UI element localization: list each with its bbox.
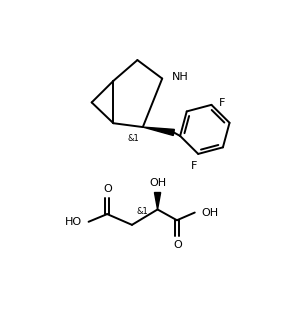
Text: NH: NH bbox=[172, 72, 188, 82]
Text: F: F bbox=[219, 98, 226, 108]
Text: OH: OH bbox=[201, 208, 218, 218]
Text: O: O bbox=[173, 240, 182, 250]
Polygon shape bbox=[143, 127, 174, 135]
Text: F: F bbox=[191, 161, 197, 171]
Text: OH: OH bbox=[149, 178, 166, 188]
Text: O: O bbox=[104, 184, 112, 194]
Polygon shape bbox=[154, 193, 161, 210]
Text: &1: &1 bbox=[137, 206, 148, 215]
Text: &1: &1 bbox=[127, 134, 139, 143]
Text: HO: HO bbox=[65, 217, 82, 227]
